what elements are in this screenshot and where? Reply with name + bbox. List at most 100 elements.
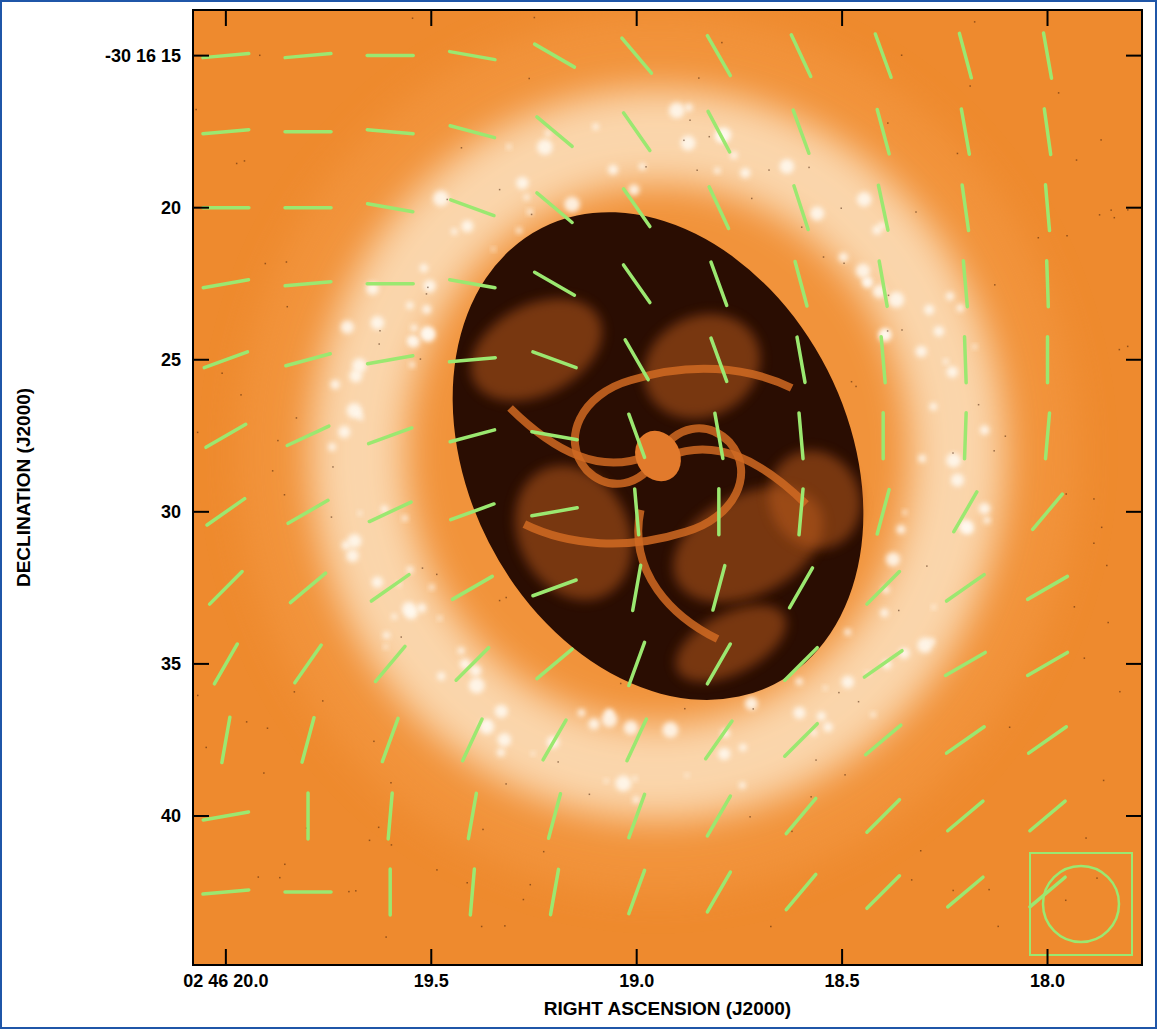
polarization-vector: [790, 568, 813, 608]
star-cluster: [628, 184, 639, 195]
star-cluster: [438, 616, 443, 621]
polarization-vector: [456, 648, 489, 681]
x-axis-title: RIGHT ASCENSION (J2000): [544, 998, 791, 1019]
polarization-vector: [450, 52, 495, 60]
star-cluster: [823, 722, 833, 732]
speckle: [843, 263, 845, 265]
speckle: [1096, 877, 1098, 879]
polarization-vector: [948, 801, 983, 831]
polarization-vector: [535, 272, 575, 295]
speckle: [505, 783, 507, 785]
speckle: [1100, 139, 1102, 141]
polarization-vector: [449, 358, 495, 362]
star-cluster: [886, 552, 900, 566]
speckle: [801, 226, 803, 228]
speckle: [1119, 349, 1121, 351]
speckle: [240, 394, 242, 396]
polarization-vector: [881, 337, 885, 383]
star-cluster: [516, 177, 529, 190]
speckle: [683, 140, 685, 142]
speckle: [1127, 209, 1129, 211]
x-tick: [430, 949, 432, 965]
polarization-vector: [706, 721, 732, 759]
star-cluster: [423, 280, 436, 293]
star-cluster: [408, 337, 415, 344]
y-tick-right: [1126, 207, 1142, 209]
polarization-vector: [1046, 185, 1050, 231]
star-cluster: [924, 304, 934, 314]
polarization-vector: [786, 874, 816, 909]
speckle: [426, 293, 428, 295]
polarization-vector: [214, 644, 237, 684]
polarization-vector: [947, 575, 985, 601]
speckle: [1110, 209, 1112, 211]
polarization-vector: [206, 424, 246, 447]
polarization-vector: [450, 430, 494, 442]
polarization-vector: [367, 282, 413, 286]
star-cluster: [718, 748, 730, 760]
speckle: [284, 864, 286, 866]
star-cluster: [624, 721, 638, 735]
speckle: [355, 890, 357, 892]
star-cluster: [429, 584, 434, 589]
polarization-vector: [791, 35, 810, 77]
star-cluster: [545, 130, 551, 136]
speckle: [684, 708, 686, 710]
x-tick-label: 19.5: [414, 971, 449, 991]
speckle: [221, 372, 223, 374]
speckle: [528, 78, 530, 80]
star-cluster: [605, 709, 613, 717]
speckle: [926, 565, 928, 567]
star-cluster: [564, 197, 580, 213]
speckle: [974, 21, 976, 23]
polarization-vector: [709, 187, 728, 229]
speckle: [858, 701, 860, 703]
speckle: [400, 636, 402, 638]
beam: [1043, 866, 1119, 942]
x-tick-label: 02 46 20.0: [183, 971, 268, 991]
speckle: [523, 899, 525, 901]
star-cluster: [714, 167, 720, 173]
star-cluster: [406, 302, 413, 309]
speckle: [645, 166, 647, 168]
star-cluster: [359, 416, 364, 421]
star-cluster: [929, 638, 935, 644]
polarization-vector: [633, 565, 641, 610]
speckle: [915, 211, 917, 213]
x-tick-top: [1047, 10, 1049, 26]
galaxy-halo: [238, 14, 1078, 894]
star-cluster: [578, 709, 586, 717]
star-cluster: [947, 366, 958, 377]
speckle: [855, 386, 857, 388]
y-tick: [193, 207, 209, 209]
polarization-vector: [203, 812, 248, 820]
star-cluster: [497, 733, 511, 747]
star-cluster: [844, 629, 851, 636]
speckle: [332, 466, 334, 468]
polarization-vector: [286, 354, 330, 366]
dust-patch: [752, 435, 878, 565]
polarization-vector: [450, 280, 495, 288]
polarization-vector: [794, 186, 808, 230]
x-tick: [636, 949, 638, 965]
speckle: [1038, 237, 1040, 239]
speckle: [808, 167, 810, 169]
polarization-vector: [961, 109, 969, 154]
speckle: [265, 263, 267, 265]
polarization-vector: [369, 428, 412, 444]
polarization-vector: [864, 651, 902, 677]
polarization-vector: [1044, 33, 1052, 78]
polarization-vector: [623, 189, 649, 227]
polarization-vector: [285, 54, 331, 58]
star-cluster: [458, 647, 465, 654]
polarization-vector: [717, 489, 721, 535]
polarization-vector: [954, 492, 977, 532]
speckle: [534, 17, 536, 19]
star-cluster: [422, 305, 431, 314]
galaxy-ring: [358, 136, 958, 772]
speckle: [952, 452, 954, 454]
star-cluster: [984, 517, 991, 524]
star-cluster: [417, 603, 426, 612]
star-cluster: [524, 194, 530, 200]
speckle: [557, 761, 559, 763]
